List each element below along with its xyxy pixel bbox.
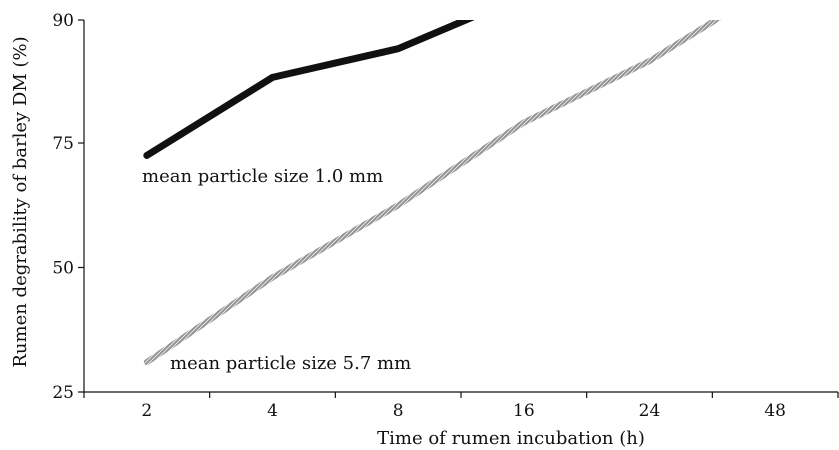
y-tick-label: 75 [52,134,74,154]
series-line-2 [143,20,722,366]
series-line-1 [143,20,475,159]
series-layer [143,20,722,366]
y-axis-ticks: 25 50 75 90 [52,11,84,403]
x-tick-label: 2 [141,401,152,421]
y-tick-label: 25 [52,383,74,403]
y-tick-label: 90 [52,11,74,31]
x-tick-label: 16 [513,401,535,421]
x-tick-label: 48 [764,401,786,421]
x-tick-label: 8 [393,401,404,421]
series-labels: mean particle size 1.0 mm mean particle s… [142,166,411,374]
x-axis-ticks: 2 4 8 16 24 48 [83,392,839,421]
x-axis-title: Time of rumen incubation (h) [377,428,645,449]
series-label-1: mean particle size 1.0 mm [142,166,383,187]
x-tick-label: 4 [267,401,278,421]
x-tick-label: 24 [639,401,661,421]
y-tick-label: 50 [52,259,74,279]
series-label-2: mean particle size 5.7 mm [170,353,411,374]
y-axis-title: Rumen degrability of barley DM (%) [10,36,31,367]
